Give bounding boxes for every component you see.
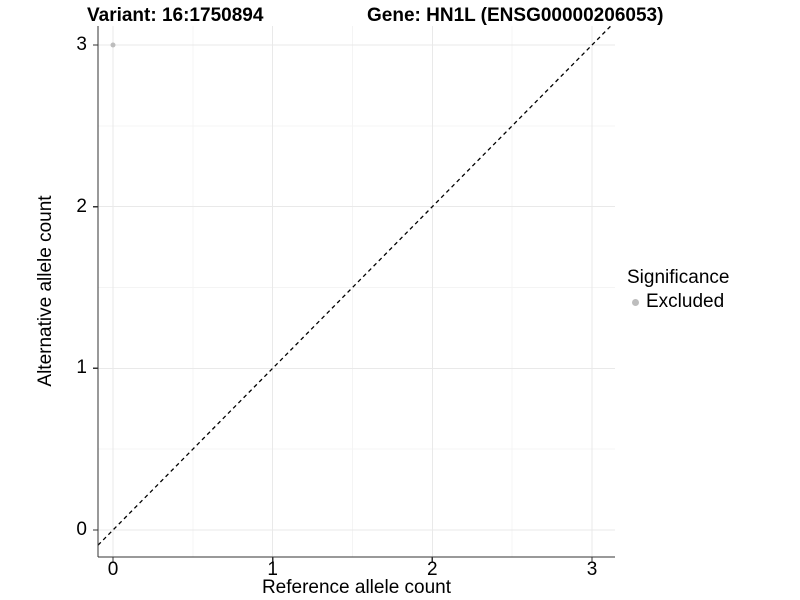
x-tick-label: 1 xyxy=(267,559,278,580)
y-axis-title: Alternative allele count xyxy=(35,195,56,387)
grid-minor xyxy=(98,26,615,557)
x-tick-label: 0 xyxy=(107,559,119,580)
legend: Significance Excluded xyxy=(627,266,729,314)
data-points xyxy=(110,42,116,48)
y-tick-label: 0 xyxy=(76,519,87,540)
plot-title-variant: Variant: 16:1750894 xyxy=(87,5,264,26)
plot-title-gene: Gene: HN1L (ENSG00000206053) xyxy=(367,5,664,26)
y-tick-label: 1 xyxy=(76,357,87,379)
x-tick-label: 2 xyxy=(427,559,438,580)
identity-reference-line xyxy=(97,25,612,546)
x-tick-label: 3 xyxy=(586,559,598,580)
grid-major xyxy=(98,26,615,557)
legend-point-icon xyxy=(632,298,639,306)
data-point xyxy=(110,42,116,48)
y-tick-label: 2 xyxy=(76,195,87,217)
tick-marks xyxy=(93,44,593,562)
y-tick-label: 3 xyxy=(76,33,87,55)
legend-item-excluded: Excluded xyxy=(627,290,729,314)
x-axis-title: Reference allele count xyxy=(261,577,452,598)
legend-title: Significance xyxy=(627,267,730,288)
legend-item-label: Excluded xyxy=(646,291,725,312)
axis-lines xyxy=(97,26,615,558)
